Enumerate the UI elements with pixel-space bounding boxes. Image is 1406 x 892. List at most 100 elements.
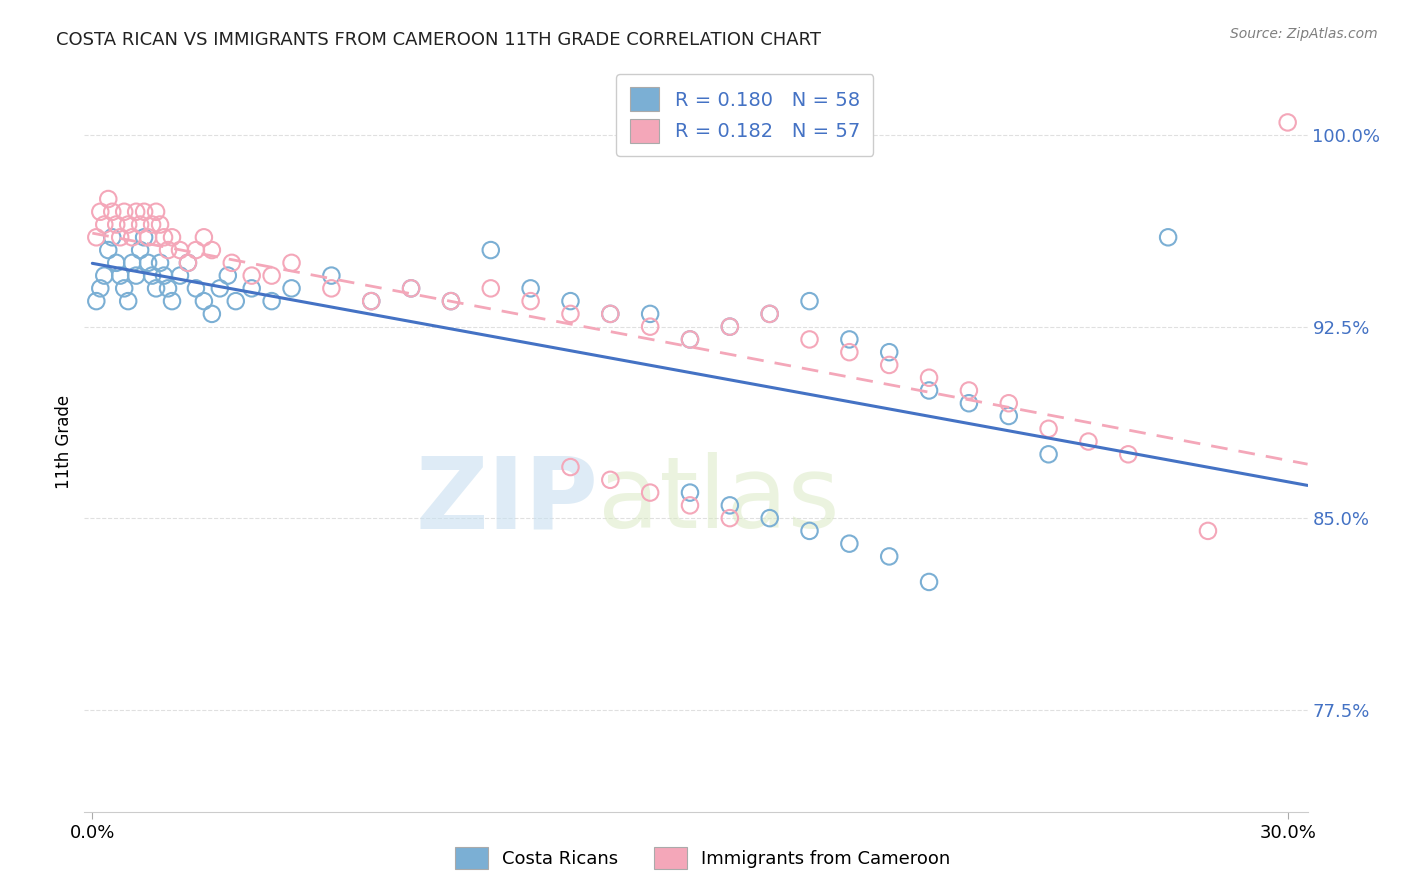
Point [758,307,780,321]
Point [399,281,422,295]
Y-axis label: 11th Grade: 11th Grade [55,394,73,489]
Point [877,549,900,564]
Point [519,294,541,309]
Point [136,256,159,270]
Point [157,281,180,295]
Point [86,294,108,309]
Point [89,281,111,295]
Point [360,294,382,309]
Point [1277,115,1299,129]
Point [149,256,172,270]
Point [134,204,156,219]
Point [110,268,132,283]
Point [560,294,582,309]
Point [208,281,231,295]
Point [225,294,247,309]
Point [280,281,302,295]
Point [280,256,302,270]
Point [718,499,741,513]
Point [121,256,143,270]
Point [89,204,111,219]
Point [112,281,135,295]
Point [519,281,541,295]
Point [121,230,143,244]
Point [129,218,152,232]
Point [129,243,152,257]
Point [153,268,176,283]
Point [136,230,159,244]
Point [918,384,941,398]
Point [201,307,224,321]
Point [201,243,224,257]
Point [877,345,900,359]
Point [479,243,502,257]
Point [86,230,108,244]
Point [97,243,120,257]
Point [440,294,463,309]
Point [93,218,115,232]
Point [957,396,980,410]
Point [160,294,183,309]
Point [1157,230,1180,244]
Point [758,511,780,525]
Point [599,307,621,321]
Point [157,243,180,257]
Point [399,281,422,295]
Point [479,281,502,295]
Point [679,333,702,347]
Point [105,218,128,232]
Point [93,268,115,283]
Point [560,460,582,475]
Point [997,409,1019,423]
Point [240,281,263,295]
Point [838,345,860,359]
Point [957,384,980,398]
Point [599,307,621,321]
Point [177,256,200,270]
Point [145,281,167,295]
Point [877,358,900,372]
Point [799,294,821,309]
Point [799,333,821,347]
Point [117,294,139,309]
Point [101,204,124,219]
Point [177,256,200,270]
Point [918,370,941,384]
Point [638,485,661,500]
Point [101,230,124,244]
Point [221,256,243,270]
Point [321,268,343,283]
Point [718,511,741,525]
Point [638,307,661,321]
Point [145,204,167,219]
Point [160,230,183,244]
Point [638,319,661,334]
Point [918,574,941,589]
Point [599,473,621,487]
Point [184,281,207,295]
Point [112,204,135,219]
Point [117,218,139,232]
Point [193,230,215,244]
Point [1038,447,1060,461]
Point [240,268,263,283]
Point [260,294,283,309]
Point [141,268,163,283]
Legend: R = 0.180   N = 58, R = 0.182   N = 57: R = 0.180 N = 58, R = 0.182 N = 57 [616,74,873,156]
Point [679,333,702,347]
Point [718,319,741,334]
Point [260,268,283,283]
Point [153,230,176,244]
Text: ZIP: ZIP [415,452,598,549]
Text: COSTA RICAN VS IMMIGRANTS FROM CAMEROON 11TH GRADE CORRELATION CHART: COSTA RICAN VS IMMIGRANTS FROM CAMEROON … [56,31,821,49]
Point [134,230,156,244]
Point [97,192,120,206]
Point [758,307,780,321]
Point [321,281,343,295]
Point [217,268,239,283]
Point [125,204,148,219]
Point [440,294,463,309]
Point [679,485,702,500]
Legend: Costa Ricans, Immigrants from Cameroon: Costa Ricans, Immigrants from Cameroon [446,838,960,879]
Text: Source: ZipAtlas.com: Source: ZipAtlas.com [1230,27,1378,41]
